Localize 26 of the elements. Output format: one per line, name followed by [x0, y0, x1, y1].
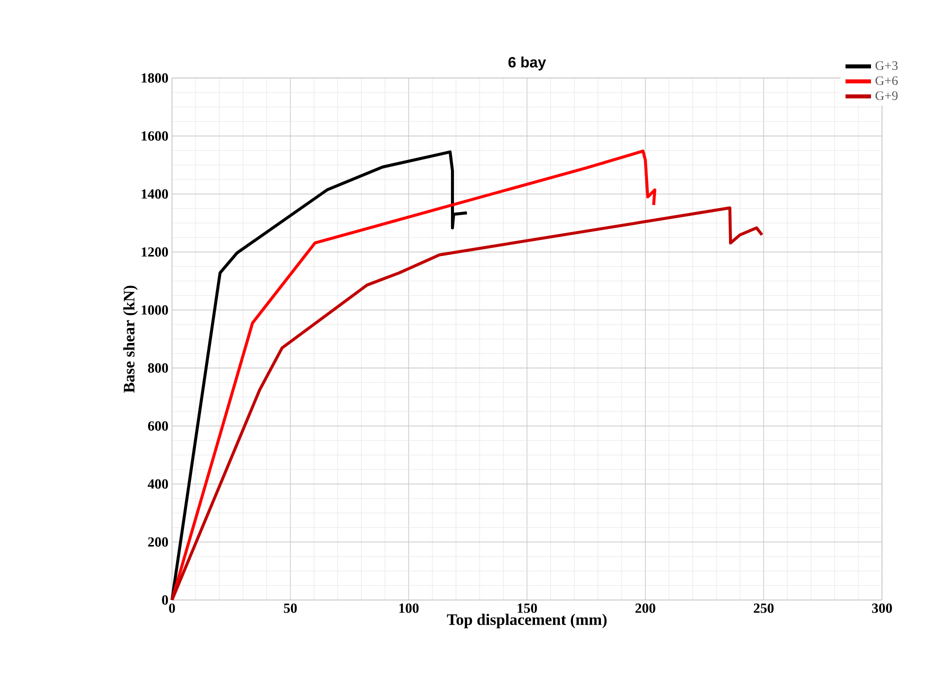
x-tick-label: 0: [169, 604, 175, 613]
y-tick-label: 1000: [142, 305, 168, 315]
y-axis-title: Base shear (kN): [123, 286, 138, 393]
line-series: [170, 150, 468, 602]
y-tick-label: 800: [148, 363, 168, 373]
legend-label: G+6: [876, 76, 898, 86]
x-tick-label: 150: [518, 604, 537, 613]
x-tick-label: 50: [284, 604, 297, 613]
legend-label: G+3: [876, 61, 898, 70]
legend-label: G+9: [876, 91, 898, 100]
y-tick-label: 1400: [142, 189, 168, 199]
x-tick-label: 200: [635, 604, 656, 613]
x-tick-label: 300: [872, 604, 892, 613]
x-tick-label: 250: [754, 604, 774, 613]
chart-title: 6 bay: [508, 56, 546, 70]
y-tick-label: 400: [148, 479, 168, 489]
y-tick-label: 0: [162, 595, 168, 605]
line-series: [170, 206, 764, 602]
y-tick-label: 1200: [142, 247, 168, 257]
line-series: [170, 150, 656, 602]
x-axis-title: Top displacement (mm): [446, 614, 607, 628]
y-tick-label: 1600: [142, 131, 168, 141]
y-tick-label: 200: [148, 537, 168, 547]
y-tick-label: 600: [148, 421, 168, 431]
x-tick-label: 100: [399, 604, 419, 613]
y-tick-label: 1800: [142, 73, 168, 83]
